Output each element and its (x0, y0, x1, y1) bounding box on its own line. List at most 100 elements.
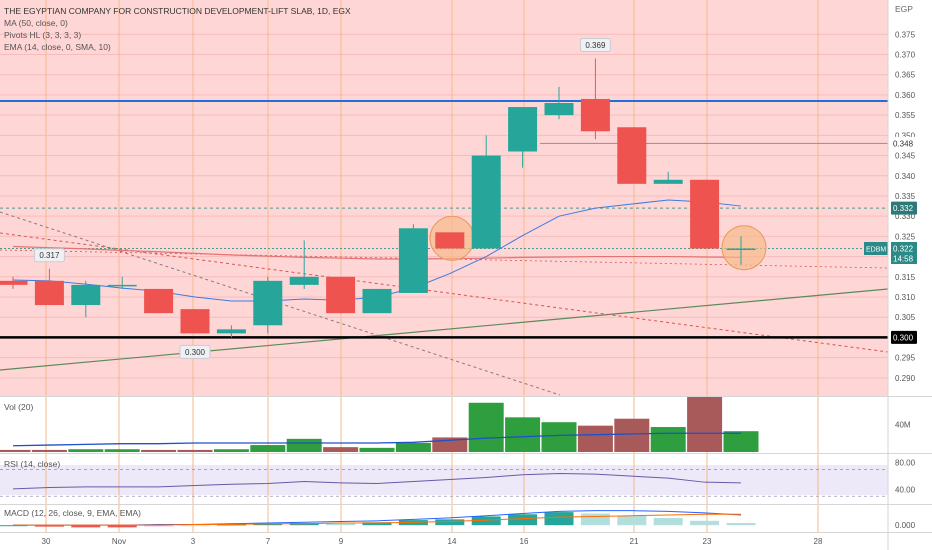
pivot-label: 0.300 (185, 348, 206, 357)
macd-histogram-bar (180, 525, 210, 527)
highlight-circle (721, 225, 767, 271)
time-axis-label: 23 (703, 537, 712, 546)
volume-bar (31, 449, 67, 452)
volume-bar (250, 445, 286, 452)
volume-bar (687, 396, 723, 452)
candle-body (144, 288, 174, 314)
symbol-tag: EDBM (866, 247, 886, 254)
countdown-tag: 14:58 (893, 255, 914, 264)
macd-histogram-bar (144, 525, 174, 527)
candle-body (435, 232, 465, 249)
candle-body (107, 284, 137, 287)
macd-histogram-bar (471, 516, 501, 526)
macd-histogram-bar (326, 523, 356, 526)
uptrend-line (0, 288, 889, 371)
price-tag-level-1-box (891, 136, 917, 150)
last-price-tag: 0.322 (893, 245, 914, 254)
price-tick-label: 0.355 (895, 111, 916, 120)
candle-body (253, 280, 283, 326)
macd-histogram-bar (362, 522, 392, 526)
price-tag-support: 0.300 (893, 333, 914, 342)
price-tag-level-2-box (891, 201, 917, 215)
volume-bar (650, 427, 686, 452)
candle-body (180, 309, 210, 334)
candle-body (289, 276, 319, 285)
pivot-label-box (33, 248, 65, 263)
macd-histogram-bar (71, 525, 101, 528)
volume-bar (141, 449, 177, 452)
price-tick-label: 0.295 (895, 354, 916, 363)
macd-pane-title[interactable]: MACD (12, 26, close, 9, EMA, EMA) (4, 508, 141, 518)
macd-histogram-bar (653, 517, 683, 526)
volume-bar (541, 422, 577, 452)
chart-title: THE EGYPTIAN COMPANY FOR CONSTRUCTION DE… (4, 6, 351, 16)
macd-histogram-bar (544, 512, 574, 526)
candle-body (0, 280, 28, 285)
price-tick-label: 0.350 (895, 131, 916, 140)
pivot-label-box (179, 344, 211, 359)
candlesticks (0, 58, 756, 338)
candle-body (726, 248, 756, 250)
macd-tick-label: 0.000 (895, 521, 916, 530)
price-tick-label: 0.305 (895, 313, 916, 322)
candle-body (690, 179, 720, 249)
volume-bar (505, 417, 541, 452)
volume-pane-title[interactable]: Vol (20) (4, 402, 33, 412)
time-axis-label: 21 (630, 537, 639, 546)
indicator-pivots-label[interactable]: Pivots HL (3, 3, 3, 3) (4, 30, 81, 40)
volume-bar (468, 402, 504, 452)
time-axis-label: Nov (112, 537, 126, 546)
time-axis-label: 16 (520, 537, 529, 546)
candle-body (398, 228, 428, 293)
price-tick-label: 0.340 (895, 172, 916, 181)
candle-body (617, 127, 647, 184)
volume-bar (323, 447, 359, 452)
macd-bars (0, 510, 756, 528)
time-axis-label: 28 (814, 537, 823, 546)
candle-body (544, 103, 574, 116)
volume-tick-label: 40M (895, 420, 911, 429)
time-axis-label: 3 (191, 537, 196, 546)
candle-body (34, 280, 64, 306)
downtrend-line-1 (0, 232, 889, 353)
price-tick-label: 0.330 (895, 212, 916, 221)
time-axis-label: 14 (448, 537, 457, 546)
volume-ma-line (12, 432, 741, 447)
volume-bar (577, 425, 613, 452)
macd-signal-line (13, 513, 741, 526)
pivot-label: 0.369 (585, 41, 606, 50)
candle-body (580, 98, 610, 132)
currency-label: EGP (895, 4, 913, 14)
last-price-tag-box (891, 242, 917, 264)
volume-bar (68, 449, 104, 452)
volume-bar (177, 449, 213, 452)
price-tick-label: 0.315 (895, 273, 916, 282)
candle-body (508, 107, 538, 152)
price-tick-label: 0.335 (895, 192, 916, 201)
candle-body (326, 276, 356, 314)
candle-body (362, 288, 392, 314)
candle-body (471, 155, 501, 249)
volume-bar (395, 442, 431, 452)
pivot-label: 0.317 (39, 251, 60, 260)
price-tick-label: 0.290 (895, 374, 916, 383)
price-tag-level-1: 0.348 (893, 139, 914, 148)
price-tick-label: 0.370 (895, 51, 916, 60)
rsi-lines (0, 469, 888, 497)
rsi-pane-title[interactable]: RSI (14, close) (4, 459, 60, 469)
macd-histogram-bar (107, 525, 137, 528)
candle-body (653, 179, 683, 184)
price-tick-label: 0.375 (895, 30, 916, 39)
price-tick-label: 0.325 (895, 232, 916, 241)
chart-labels: 0.375 0.370 0.365 0.360 0.355 0.350 0.345 0.340… (33, 30, 917, 546)
symbol-tag-box (864, 242, 888, 255)
volume-bar (213, 449, 249, 452)
time-axis-label: 7 (266, 537, 271, 546)
indicator-ma-label[interactable]: MA (50, close, 0) (4, 18, 68, 28)
macd-histogram-bar (253, 523, 283, 526)
indicator-ema-label[interactable]: EMA (14, close, 0, SMA, 10) (4, 42, 111, 52)
pivot-label-box (579, 38, 611, 53)
macd-histogram-bar (690, 520, 720, 526)
volume-bar (104, 449, 140, 452)
